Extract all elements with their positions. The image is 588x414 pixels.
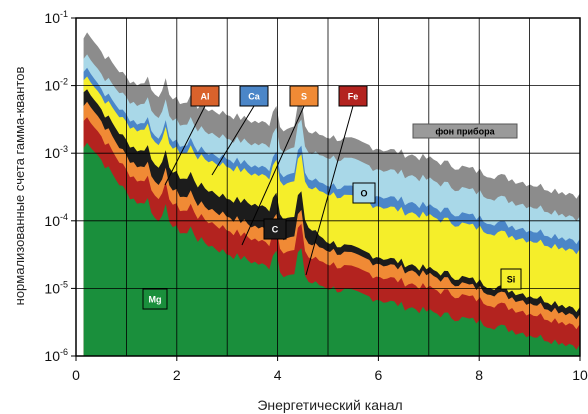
label-c-box: [263, 218, 287, 240]
x-axis-title: Энергетический канал: [257, 397, 402, 413]
label-c-text: C: [272, 225, 279, 235]
x-tick-label: 4: [274, 367, 282, 383]
label-fe-box: [338, 85, 368, 107]
label-pointers: [164, 105, 354, 276]
label-si-text: Si: [507, 275, 516, 285]
pointer-line: [211, 105, 255, 176]
label-al-box: [190, 85, 220, 107]
label-ca-box: [239, 85, 269, 107]
y-tick-label: 10-5: [44, 279, 68, 296]
region-labels: Al Ca S Fe фон прибора O C Si Mg: [142, 85, 522, 310]
label-mg: Mg: [142, 288, 168, 310]
label-si: Si: [500, 268, 522, 290]
label-o: O: [352, 182, 376, 204]
x-axis-ticks: 0 2 4 6 8 10: [72, 356, 588, 383]
pointer-line: [305, 105, 354, 276]
y-tick-label: 10-4: [44, 212, 68, 229]
label-fe-text: Fe: [348, 92, 359, 102]
label-mg-box: [142, 288, 168, 310]
label-background-box: [412, 123, 518, 139]
pointer-line: [241, 105, 305, 246]
y-tick-label: 10-2: [44, 77, 68, 94]
label-o-text: O: [360, 189, 367, 199]
y-tick-label: 10-1: [44, 9, 68, 26]
x-tick-label: 6: [375, 367, 383, 383]
plot-frame: [75, 17, 581, 357]
y-tick-label: 10-6: [44, 347, 68, 364]
label-al: Al: [190, 85, 220, 107]
y-axis-title: нормализованные счета гамма-квантов: [12, 67, 27, 306]
label-mg-text: Mg: [149, 295, 162, 305]
label-ca: Ca: [239, 85, 269, 107]
x-tick-label: 10: [572, 367, 588, 383]
label-al-text: Al: [201, 92, 210, 102]
label-s-box: [289, 85, 319, 107]
label-fe: Fe: [338, 85, 368, 107]
label-si-box: [500, 268, 522, 290]
label-o-box: [352, 182, 376, 204]
label-background: фон прибора: [412, 123, 518, 139]
grid: [76, 18, 580, 356]
label-background-text: фон прибора: [435, 127, 495, 137]
x-tick-label: 2: [173, 367, 181, 383]
y-axis-ticks: 10-1 10-2 10-3 10-4 10-5 10-6: [44, 9, 76, 364]
label-ca-text: Ca: [248, 92, 260, 102]
x-tick-label: 8: [475, 367, 483, 383]
y-tick-label: 10-3: [44, 144, 68, 161]
pointer-line: [164, 105, 206, 186]
area-layers: [83, 32, 580, 356]
label-s-text: S: [301, 92, 307, 102]
area-Mg: [83, 142, 580, 356]
label-c: C: [263, 218, 287, 240]
x-tick-label: 0: [72, 367, 80, 383]
label-s: S: [289, 85, 319, 107]
